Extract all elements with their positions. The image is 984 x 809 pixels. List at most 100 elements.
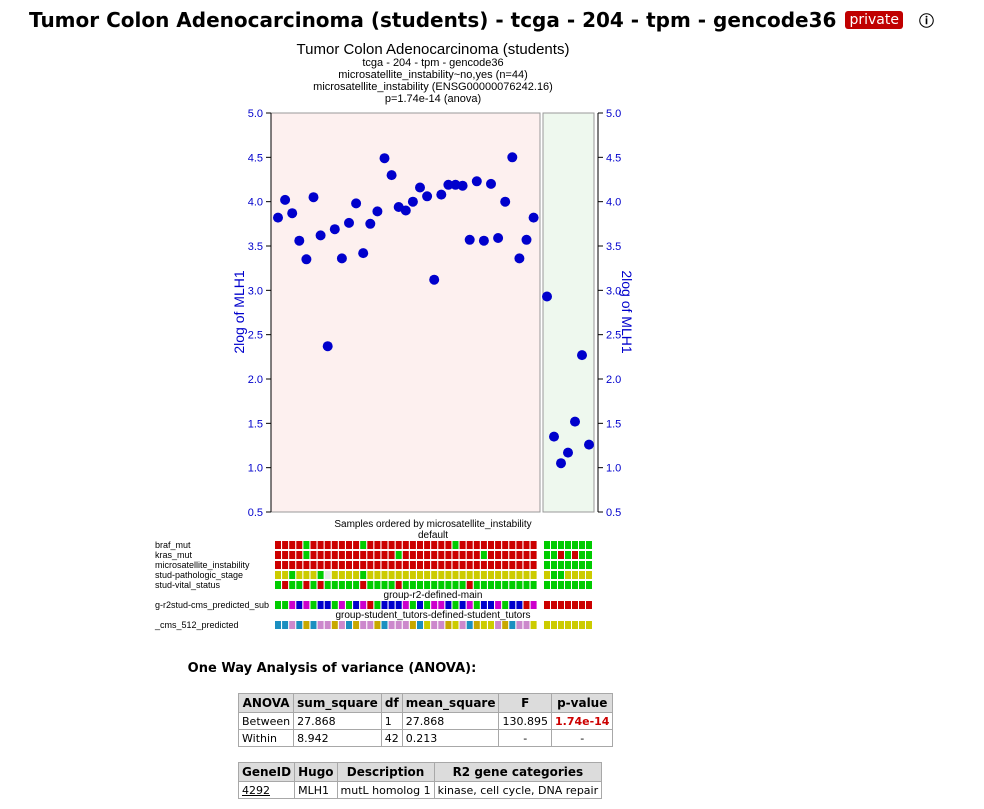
info-icon[interactable]: ⓘ <box>918 11 934 30</box>
anova-header: mean_square <box>401 693 500 713</box>
anova-row-between: Between 27.868 1 27.868 130.895 1.74e-14 <box>237 712 614 730</box>
track-cell <box>509 561 516 569</box>
track-cell <box>310 561 317 569</box>
track-cell <box>452 621 459 629</box>
gene-header-row: GeneID Hugo Description R2 gene categori… <box>237 762 603 782</box>
track-cell <box>374 561 381 569</box>
track-cell <box>509 621 516 629</box>
track-cell <box>495 551 502 559</box>
track-cell <box>303 581 310 589</box>
track-cell <box>317 601 324 609</box>
track-cell <box>367 551 374 559</box>
track-cell <box>360 541 367 549</box>
anova-cell: 1 <box>380 712 403 730</box>
private-badge[interactable]: private <box>845 11 903 29</box>
anova-header: df <box>380 693 403 713</box>
track-cell <box>473 581 480 589</box>
track-cell <box>459 561 466 569</box>
y-tick-label-right: 4.0 <box>606 197 621 209</box>
track-cell <box>530 581 537 589</box>
track-cell <box>289 541 296 549</box>
track-cell <box>551 571 557 579</box>
track-cell <box>381 601 388 609</box>
track-cell <box>480 601 487 609</box>
track-cell <box>338 551 345 559</box>
track-cell <box>409 581 416 589</box>
anova-cell: 42 <box>380 729 403 747</box>
anova-table: ANOVA sum_square df mean_square F p-valu… <box>237 693 614 747</box>
data-point <box>528 212 539 223</box>
track-cell <box>544 541 550 549</box>
data-point <box>358 248 369 259</box>
track-cell <box>586 551 592 559</box>
track-cell <box>516 581 523 589</box>
track-cell <box>417 581 423 589</box>
track-cell <box>275 601 281 609</box>
mlh1-scatter-chart: Tumor Colon Adenocarcinoma (students) tc… <box>154 41 635 630</box>
track-cell <box>346 561 352 569</box>
track-cell <box>480 551 487 559</box>
track-cell <box>310 581 317 589</box>
track-cell <box>296 621 303 629</box>
track-cell <box>338 601 345 609</box>
track-cell <box>452 541 459 549</box>
track-cell <box>409 571 416 579</box>
track-cell <box>495 601 502 609</box>
track-cell <box>558 621 564 629</box>
track-cell <box>488 601 494 609</box>
track-cell <box>417 601 423 609</box>
data-point <box>280 194 291 205</box>
track-cell <box>395 621 402 629</box>
track-cell <box>324 541 331 549</box>
track-cell <box>417 551 423 559</box>
track-cell <box>353 561 360 569</box>
anova-row-within: Within 8.942 42 0.213 - - <box>237 729 614 747</box>
track-cell <box>346 581 352 589</box>
track-cell <box>438 541 445 549</box>
track-cell <box>402 581 409 589</box>
track-cell <box>331 551 338 559</box>
track-cell <box>310 601 317 609</box>
track-cell <box>516 621 523 629</box>
track-cell <box>565 551 571 559</box>
track-cell <box>303 551 310 559</box>
track-cell <box>495 561 502 569</box>
track-label: braf_mut <box>155 540 191 550</box>
track-cell <box>572 561 578 569</box>
data-point <box>386 170 397 181</box>
track-cell <box>473 601 480 609</box>
track-cell <box>452 561 459 569</box>
data-point <box>563 447 573 458</box>
track-cell <box>445 551 452 559</box>
track-cell <box>579 581 585 589</box>
chart-subtitle-3: microsatellite_instability (ENSG00000076… <box>313 81 553 93</box>
track-cell <box>565 601 571 609</box>
track-cell <box>551 551 557 559</box>
chart-title: Tumor Colon Adenocarcinoma (students) <box>297 41 570 58</box>
track-cell <box>417 621 423 629</box>
chart-subtitle-1: tcga - 204 - tpm - gencode36 <box>362 57 503 69</box>
track-cell <box>417 541 423 549</box>
track-cell <box>579 571 585 579</box>
track-cell <box>516 541 523 549</box>
track-cell <box>367 601 374 609</box>
track-cell <box>530 601 537 609</box>
track-cell <box>523 581 530 589</box>
y-tick-label-right: 2.0 <box>606 374 621 386</box>
anova-header-row: ANOVA sum_square df mean_square F p-valu… <box>237 693 614 713</box>
data-point <box>407 196 418 207</box>
y-axes: 0.5 0.5 1.0 1.0 1.5 1.5 2.0 2.0 2.5 2.5 3.0 3.0 3.5 3… <box>248 108 622 519</box>
track-cell <box>374 621 381 629</box>
track-cell <box>338 581 345 589</box>
data-point <box>372 206 383 217</box>
track-cell <box>317 571 324 579</box>
gene-id-link[interactable]: 4292 <box>242 783 270 797</box>
track-cell <box>395 541 402 549</box>
track-cell <box>480 541 487 549</box>
track-cell <box>289 571 296 579</box>
track-cell <box>289 561 296 569</box>
track-cell <box>424 621 431 629</box>
track-cell <box>317 561 324 569</box>
data-point <box>294 235 305 246</box>
x-axis-label: Samples ordered by microsatellite_instab… <box>334 519 531 530</box>
